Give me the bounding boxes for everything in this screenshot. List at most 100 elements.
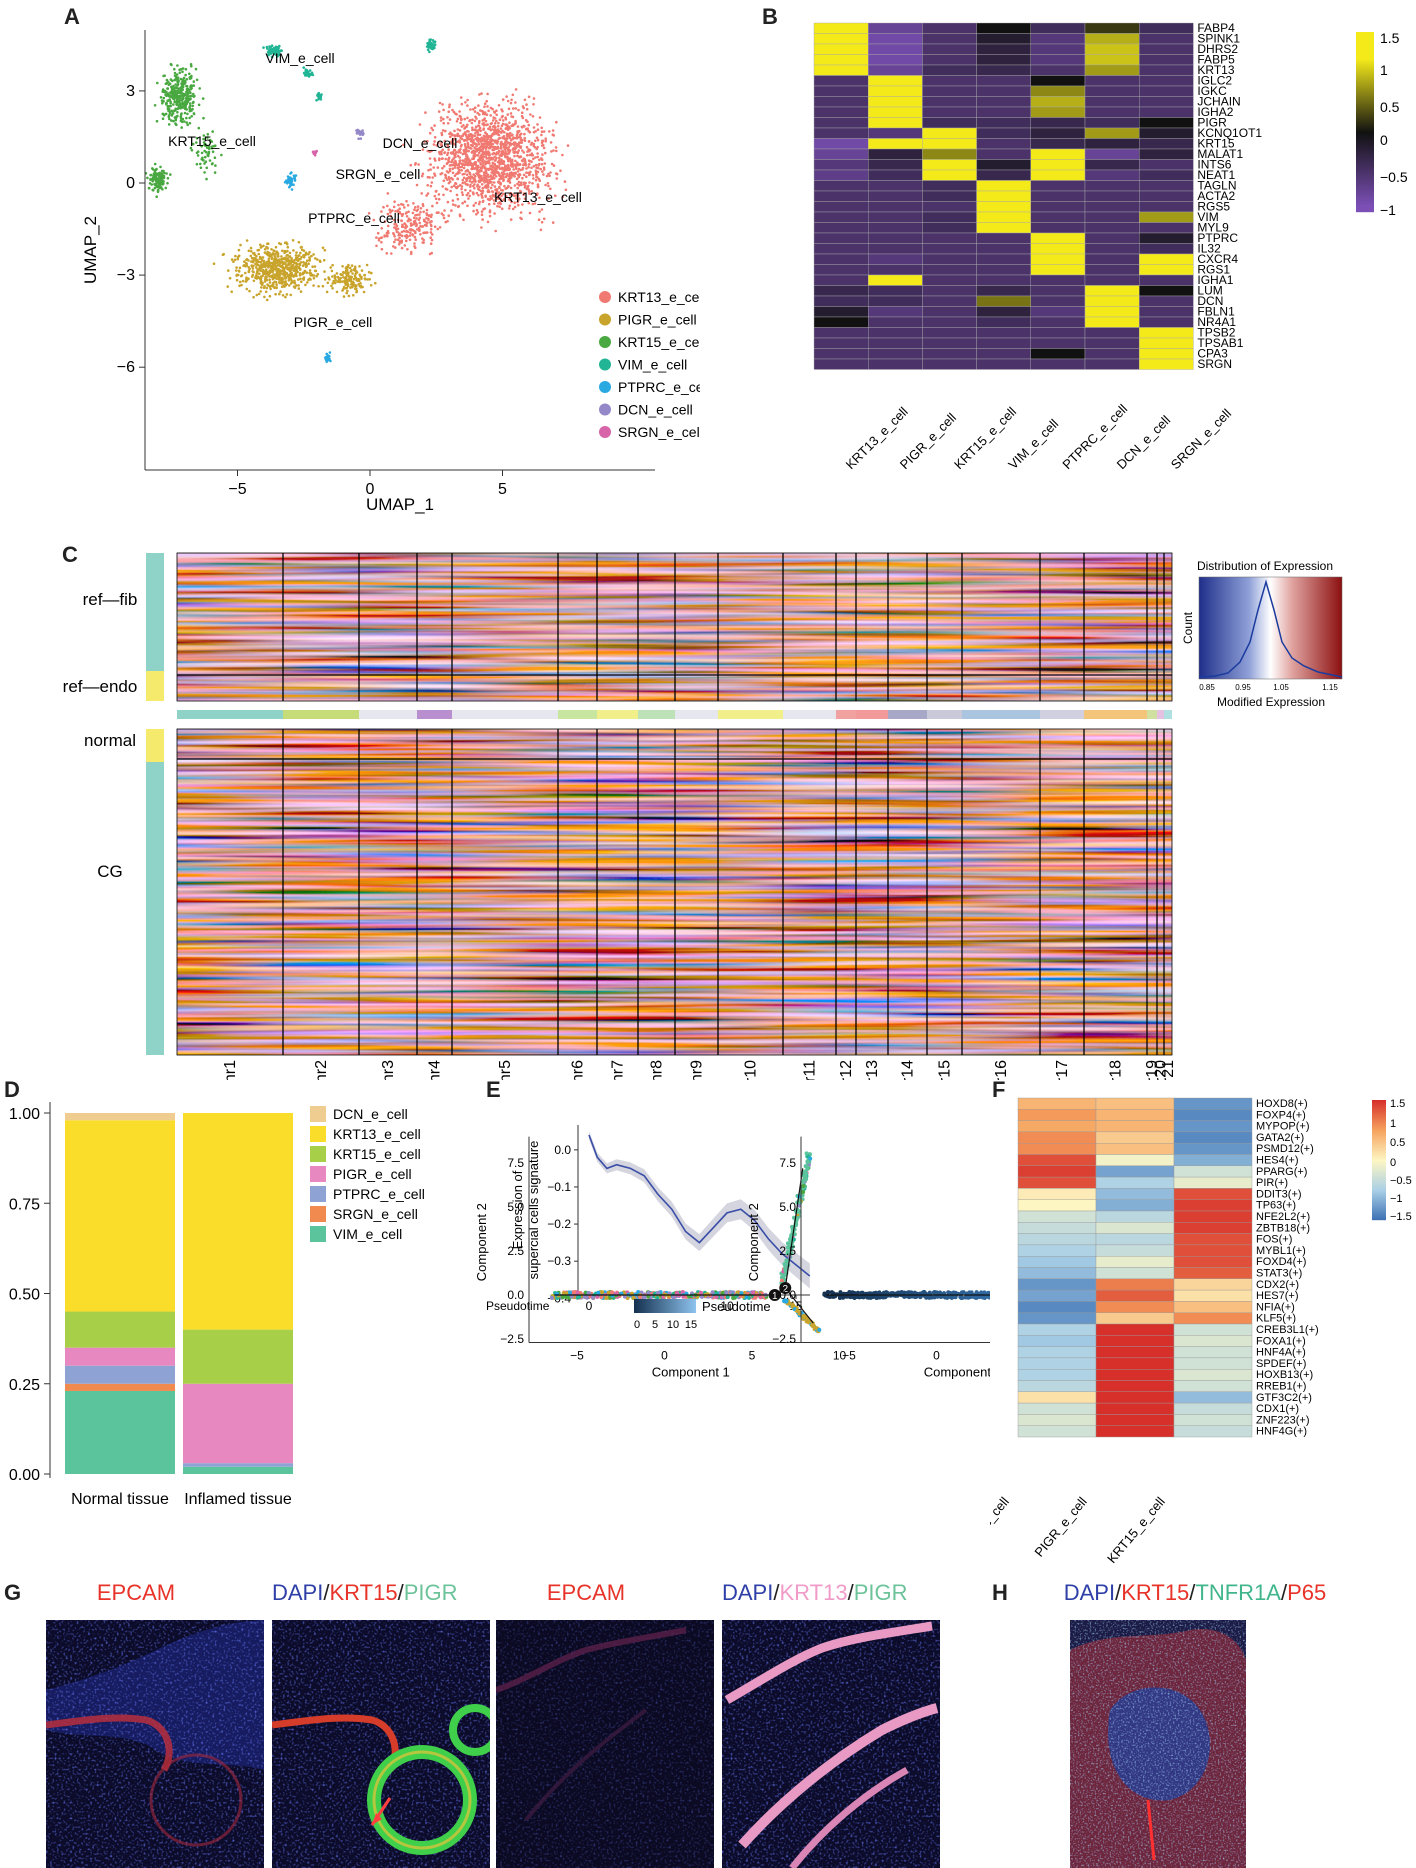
- umap-point: [505, 176, 508, 179]
- umap-point: [185, 68, 188, 71]
- umap-point: [472, 185, 475, 188]
- heatmap-cell: [1085, 170, 1139, 181]
- umap-point: [543, 147, 546, 150]
- umap-point: [259, 290, 262, 293]
- umap-point: [527, 148, 530, 151]
- umap-point: [438, 157, 441, 160]
- umap-point: [491, 184, 494, 187]
- heatmap-cell: [1031, 65, 1085, 76]
- umap-point: [555, 121, 558, 124]
- umap-point: [479, 130, 482, 133]
- umap-point: [287, 259, 290, 262]
- heatmap-cell: [868, 296, 922, 307]
- umap-point: [477, 104, 480, 107]
- umap-point: [172, 103, 175, 106]
- heatmap-cell: [977, 128, 1031, 139]
- umap-point: [265, 268, 268, 271]
- umap-point: [366, 264, 369, 267]
- umap-point: [300, 246, 303, 249]
- umap-point: [397, 234, 400, 237]
- umap-point: [532, 177, 535, 180]
- umap-point: [201, 152, 204, 155]
- umap-point: [495, 157, 498, 160]
- umap-point: [421, 175, 424, 178]
- heatmap-cell: [977, 244, 1031, 255]
- umap-point: [454, 204, 457, 207]
- umap-point: [299, 272, 302, 275]
- umap-point: [284, 242, 287, 245]
- umap-point: [239, 244, 242, 247]
- umap-point: [480, 166, 483, 169]
- cnv-legend-title: Distribution of Expression: [1197, 559, 1333, 573]
- umap-point: [548, 130, 551, 133]
- umap-point: [306, 259, 309, 262]
- umap-point: [414, 206, 417, 209]
- umap-point: [184, 104, 187, 107]
- heatmap-cell: [868, 55, 922, 66]
- trajectory-point: [751, 1291, 755, 1295]
- umap-point: [481, 210, 484, 213]
- heatmap-cell: [1139, 286, 1193, 297]
- umap-point: [378, 239, 381, 242]
- heatmap-cell: [868, 317, 922, 328]
- umap-point: [538, 218, 541, 221]
- umap-point: [461, 185, 464, 188]
- umap-point: [524, 139, 527, 142]
- umap-point: [355, 277, 358, 280]
- umap-point: [496, 165, 499, 168]
- heatmap-cell: [922, 233, 976, 244]
- umap-point: [417, 208, 420, 211]
- umap-point: [380, 241, 383, 244]
- umap-point: [513, 172, 516, 175]
- umap-point: [496, 151, 499, 154]
- umap-point: [159, 185, 162, 188]
- umap-point: [454, 182, 457, 185]
- umap-point: [251, 270, 254, 273]
- umap-point: [174, 109, 177, 112]
- umap-point: [476, 185, 479, 188]
- heatmap-cell: [922, 212, 976, 223]
- heatmap-cell: [1085, 307, 1139, 318]
- umap-point: [174, 72, 177, 75]
- umap-point: [431, 205, 434, 208]
- umap-point: [546, 175, 549, 178]
- umap-point: [318, 92, 321, 95]
- umap-point: [439, 102, 442, 105]
- heatmap-cell: [814, 286, 868, 297]
- umap-point: [180, 87, 183, 90]
- umap-point: [512, 168, 515, 171]
- heatmap-cell: [1139, 212, 1193, 223]
- umap-point: [402, 204, 405, 207]
- umap-point: [490, 187, 493, 190]
- umap-point: [265, 271, 268, 274]
- chromosome-label: chr15: [937, 1060, 954, 1080]
- heatmap-cell: [814, 275, 868, 286]
- stacked-bar-segment: [65, 1113, 175, 1120]
- umap-point: [509, 132, 512, 135]
- umap-point: [167, 106, 170, 109]
- heatmap-cell: [814, 338, 868, 349]
- umap-point: [449, 190, 452, 193]
- heatmap-cell: [1139, 139, 1193, 150]
- umap-point: [432, 166, 435, 169]
- umap-point: [520, 139, 523, 142]
- umap-point: [501, 172, 504, 175]
- umap-point: [447, 201, 450, 204]
- stacked-bar-segment: [183, 1384, 293, 1463]
- heatmap-cell: [1085, 118, 1139, 129]
- umap-point: [488, 167, 491, 170]
- umap-point: [461, 202, 464, 205]
- heatmap-cell: [1085, 44, 1139, 55]
- umap-point: [502, 180, 505, 183]
- trajectory-point: [806, 1165, 810, 1169]
- umap-cluster-label: DCN_e_cell: [383, 135, 458, 151]
- umap-point: [469, 185, 472, 188]
- umap-point: [259, 269, 262, 272]
- umap-point: [513, 155, 516, 158]
- heatmap-cell: [868, 107, 922, 118]
- heatmap-cell: [868, 191, 922, 202]
- umap-xtick: −5: [228, 481, 246, 498]
- umap-point: [556, 177, 559, 180]
- umap-point: [466, 173, 469, 176]
- trajectory-point: [596, 1291, 600, 1295]
